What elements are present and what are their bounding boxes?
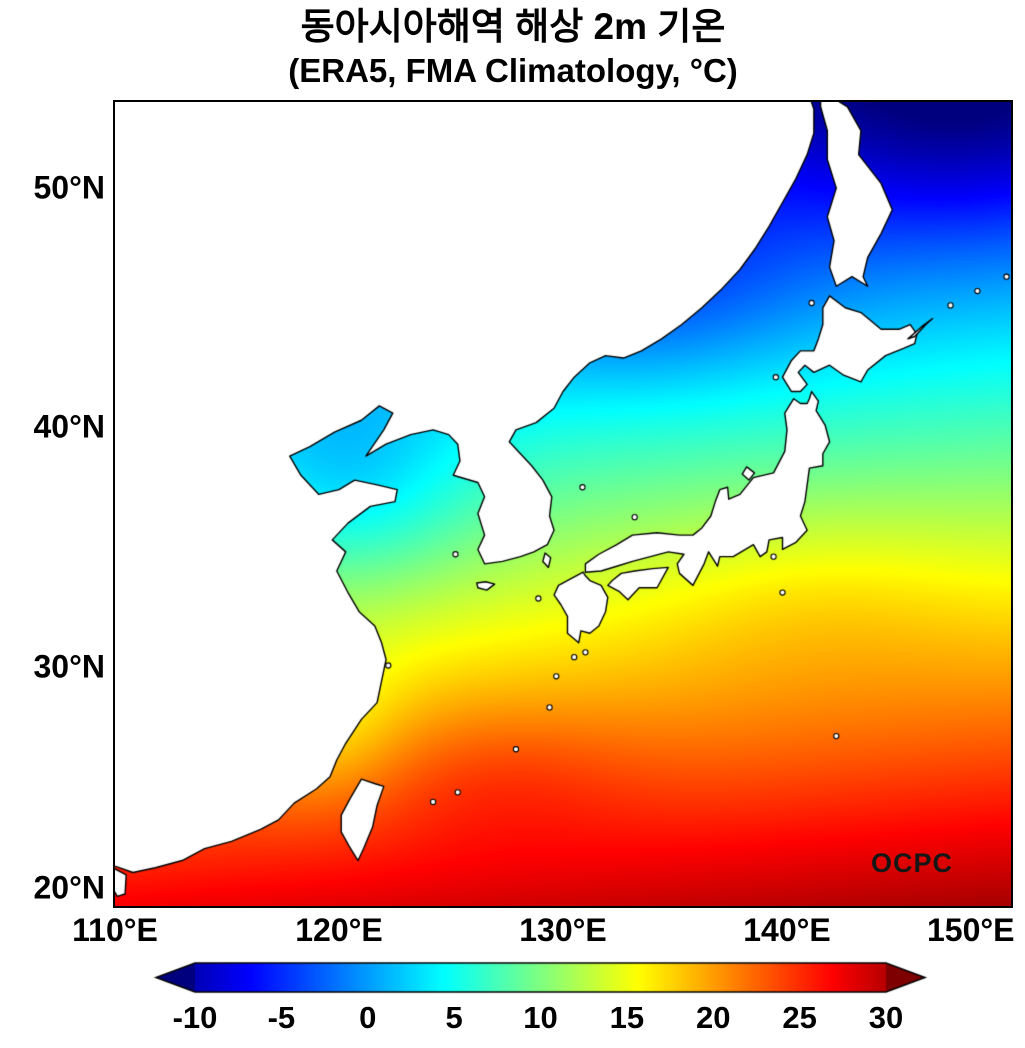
colorbar-tick-label: 20 bbox=[696, 1000, 731, 1035]
y-tick-label: 40°N bbox=[33, 408, 106, 445]
colorbar-tick-label: 15 bbox=[609, 1000, 645, 1035]
y-tick-label: 20°N bbox=[33, 869, 106, 906]
colorbar-tick-label: -10 bbox=[172, 1000, 218, 1035]
colorbar-tick-label: 25 bbox=[782, 1000, 817, 1035]
colorbar-tick-label: 5 bbox=[445, 1000, 463, 1035]
y-tick-label: 30°N bbox=[33, 648, 106, 685]
map-plot-area bbox=[113, 100, 1013, 908]
x-tick-label: 150°E bbox=[926, 912, 1015, 948]
ocpc-watermark: OCPC bbox=[870, 848, 953, 878]
colorbar-canvas bbox=[150, 961, 930, 995]
x-tick-label: 110°E bbox=[72, 912, 158, 948]
title-block: 동아시아해역 해상 2m 기온 (ERA5, FMA Climatology, … bbox=[63, 4, 963, 92]
colorbar-tick-label: 0 bbox=[359, 1000, 377, 1035]
map-subtitle: (ERA5, FMA Climatology, °C) bbox=[288, 52, 738, 90]
x-tick-label: 130°E bbox=[519, 912, 607, 948]
colorbar-tick-label: -5 bbox=[267, 1000, 296, 1035]
y-tick-label: 50°N bbox=[33, 169, 106, 206]
map-title-korean: 동아시아해역 해상 2m 기온 bbox=[300, 6, 726, 47]
colorbar-tick-label: 30 bbox=[868, 1000, 904, 1035]
temperature-field-canvas bbox=[115, 102, 1011, 906]
colorbar-tick-label: 10 bbox=[523, 1000, 558, 1035]
x-tick-label: 140°E bbox=[743, 912, 831, 948]
x-tick-label: 120°E bbox=[295, 912, 383, 948]
